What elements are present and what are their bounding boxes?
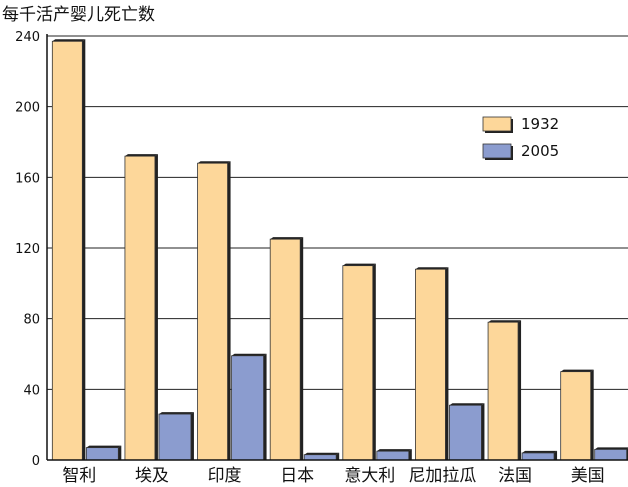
bar-shadow bbox=[554, 450, 558, 460]
bar-2005-尼加拉瓜 bbox=[449, 403, 485, 461]
bar-top-edge bbox=[124, 154, 158, 157]
bar-top-edge bbox=[342, 263, 376, 266]
bar-shadow bbox=[336, 452, 340, 460]
legend-item-1932: 1932 bbox=[482, 115, 559, 133]
bars bbox=[51, 39, 628, 461]
bar-2005-日本 bbox=[303, 452, 340, 461]
bar-top-edge bbox=[52, 39, 86, 42]
y-tick-label: 200 bbox=[15, 101, 40, 116]
bar-shadow bbox=[590, 369, 594, 460]
bar-top-edge bbox=[522, 450, 558, 453]
bar-1932-意大利 bbox=[342, 263, 376, 461]
bar-2005-智利 bbox=[85, 445, 122, 461]
axes bbox=[46, 34, 628, 461]
bar-top-edge bbox=[270, 237, 304, 240]
bar bbox=[449, 404, 482, 461]
bar-shadow bbox=[118, 445, 122, 460]
bar-top-edge bbox=[158, 412, 194, 415]
bar bbox=[85, 447, 119, 461]
legend: 1932 2005 bbox=[482, 115, 559, 160]
category-label: 美国 bbox=[571, 466, 605, 486]
category-label: 尼加拉瓜 bbox=[408, 466, 476, 486]
bar bbox=[231, 355, 264, 461]
bar-top-edge bbox=[231, 353, 267, 356]
legend-swatch bbox=[482, 143, 512, 159]
bar-top-edge bbox=[560, 369, 594, 372]
bar-top-edge bbox=[415, 267, 449, 270]
bar-top-edge bbox=[86, 445, 122, 448]
bar-2005-印度 bbox=[231, 353, 267, 461]
bar bbox=[158, 413, 192, 461]
bar bbox=[197, 162, 228, 461]
category-label: 印度 bbox=[208, 466, 242, 486]
bar bbox=[521, 452, 555, 461]
bar-top-edge bbox=[594, 447, 628, 450]
bar-1932-日本 bbox=[269, 237, 304, 461]
y-tick-label: 160 bbox=[15, 171, 40, 186]
bar bbox=[342, 265, 374, 461]
bar-1932-智利 bbox=[51, 39, 86, 461]
bar-shadow bbox=[372, 263, 376, 460]
y-tick-label: 80 bbox=[23, 313, 40, 328]
bar bbox=[51, 40, 83, 461]
bar bbox=[560, 371, 592, 461]
bar-shadow bbox=[227, 161, 231, 460]
bar-top-edge bbox=[197, 161, 231, 164]
bar-2005-法国 bbox=[521, 450, 558, 461]
legend-label: 2005 bbox=[521, 142, 559, 160]
bar-1932-埃及 bbox=[124, 154, 158, 461]
y-tick-label: 120 bbox=[15, 242, 40, 257]
category-label: 智利 bbox=[62, 466, 96, 486]
bar bbox=[487, 321, 519, 461]
bar bbox=[303, 454, 337, 461]
bar-shadow bbox=[263, 353, 267, 460]
y-tick-labels: 0 40 80 120 160 200 240 bbox=[15, 30, 40, 469]
bar-shadow bbox=[518, 320, 522, 460]
category-labels: 智利 埃及 印度 日本 意大利 尼加拉瓜 法国 美国 bbox=[62, 466, 604, 486]
bar-1932-印度 bbox=[197, 161, 231, 461]
legend-label: 1932 bbox=[521, 115, 559, 133]
bar bbox=[415, 268, 446, 461]
y-tick-label: 240 bbox=[15, 30, 40, 45]
bar-shadow bbox=[481, 403, 485, 460]
bar-shadow bbox=[190, 412, 194, 460]
bar-top-edge bbox=[376, 449, 412, 452]
bar bbox=[269, 238, 301, 461]
legend-swatch bbox=[482, 116, 512, 132]
bar-1932-尼加拉瓜 bbox=[415, 267, 449, 461]
category-label: 法国 bbox=[498, 466, 532, 486]
bar-2005-埃及 bbox=[158, 412, 194, 461]
legend-item-2005: 2005 bbox=[482, 142, 559, 160]
bar-shadow bbox=[300, 237, 304, 460]
bar-shadow bbox=[82, 39, 86, 461]
bar bbox=[124, 155, 156, 461]
bar-2005-意大利 bbox=[376, 449, 412, 461]
bar bbox=[376, 450, 410, 461]
y-axis-label: 每千活产婴儿死亡数 bbox=[2, 5, 155, 25]
bar-shadow bbox=[154, 154, 158, 460]
category-label: 日本 bbox=[280, 466, 314, 486]
bar bbox=[594, 448, 628, 461]
bar-1932-美国 bbox=[560, 369, 594, 461]
y-tick-label: 40 bbox=[23, 383, 40, 398]
bar-shadow bbox=[445, 267, 449, 460]
bar-2005-美国 bbox=[594, 447, 628, 461]
bar-top-edge bbox=[488, 320, 522, 323]
bar-top-edge bbox=[304, 452, 340, 455]
bar-shadow bbox=[408, 449, 412, 460]
bar-top-edge bbox=[449, 403, 485, 406]
bar-1932-法国 bbox=[487, 320, 522, 461]
category-label: 意大利 bbox=[344, 466, 395, 486]
category-label: 埃及 bbox=[135, 466, 169, 486]
y-tick-label: 0 bbox=[32, 454, 40, 469]
